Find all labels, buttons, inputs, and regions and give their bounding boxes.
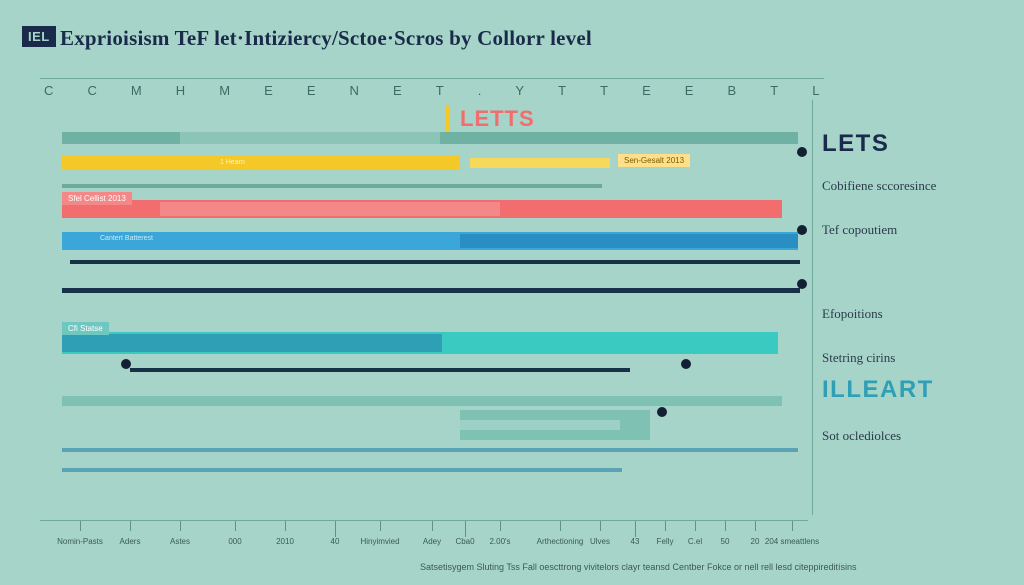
x-tick-label: 204 smeattlens — [765, 537, 819, 546]
top-axis-letter: T — [436, 83, 444, 104]
data-point — [681, 359, 691, 369]
top-axis-letter: H — [176, 83, 186, 104]
bar — [62, 184, 602, 188]
x-tick-label: 50 — [721, 537, 730, 546]
top-axis-letter: B — [728, 83, 737, 104]
top-axis-letter: T — [600, 83, 608, 104]
legend-item: Stetring cirins — [822, 350, 895, 366]
bar-tag: Sfel Cellist 2013 — [62, 192, 132, 205]
right-divider — [812, 100, 813, 515]
bar — [62, 156, 460, 170]
legend-heading: ILLEART — [822, 376, 934, 404]
bar — [460, 234, 798, 248]
x-tick — [635, 521, 636, 537]
top-axis-letter: T — [558, 83, 566, 104]
x-tick — [285, 521, 286, 531]
bar — [62, 334, 442, 352]
x-tick-label: 2.00's — [489, 537, 510, 546]
x-tick — [755, 521, 756, 531]
top-axis-letter: E — [264, 83, 273, 104]
x-tick — [725, 521, 726, 531]
top-axis-letter: L — [812, 83, 820, 104]
top-axis-letter: E — [642, 83, 651, 104]
x-tick-label: Ulves — [590, 537, 610, 546]
x-tick — [695, 521, 696, 531]
top-axis: C C M H M E E N E T. Y T T E E B T L — [40, 78, 824, 104]
top-axis-letter: T — [770, 83, 778, 104]
legend-labels: LETS Cobifiene sccoresince Tef copoutiem Ef… — [822, 112, 1012, 502]
top-axis-letter: . — [478, 83, 482, 104]
legend-item: Efopoitions — [822, 306, 883, 322]
x-tick-label: Astes — [170, 537, 190, 546]
bar-caption: Cantert Batterest — [100, 235, 153, 242]
bar — [62, 468, 622, 472]
x-tick-label: 000 — [228, 537, 241, 546]
x-tick — [235, 521, 236, 531]
top-axis-letter: M — [219, 83, 230, 104]
bar — [470, 158, 610, 168]
bottom-axis: Nomin-Pasts Aders Astes 000 2010 40 Hinyimvied… — [40, 520, 808, 560]
x-tick — [560, 521, 561, 531]
header-marker-text: LETTS — [460, 106, 535, 131]
top-axis-letter: M — [131, 83, 142, 104]
bar — [160, 202, 500, 216]
legend-heading: LETS — [822, 130, 889, 158]
x-tick-label: 43 — [631, 537, 640, 546]
data-point — [797, 279, 807, 289]
x-tick — [180, 521, 181, 531]
data-point — [657, 407, 667, 417]
bar — [70, 260, 800, 264]
legend-item: Tef copoutiem — [822, 222, 897, 238]
footer-caption: Satsetisygem Sluting Tss Fall oescttrong… — [420, 562, 857, 572]
chart-title: Exprioisism TeF let·Intiziercy/Sctoe·Scr… — [60, 26, 592, 51]
x-tick-label: 40 — [331, 537, 340, 546]
x-tick-label: Aders — [120, 537, 141, 546]
top-axis-letter: C — [44, 83, 54, 104]
x-tick — [500, 521, 501, 531]
x-tick — [80, 521, 81, 531]
data-point — [797, 225, 807, 235]
x-tick — [792, 521, 793, 531]
chart-plot: LETTS Sen-Gesalt 2013Sfel Cellist 2013Cf… — [40, 112, 808, 502]
x-tick-label: Hinyimvied — [360, 537, 399, 546]
x-tick-label: Adey — [423, 537, 441, 546]
bar — [180, 132, 440, 144]
top-axis-letter: C — [87, 83, 97, 104]
header-marker: LETTS — [446, 106, 535, 132]
x-tick-label: 2010 — [276, 537, 294, 546]
bar — [62, 396, 782, 406]
data-point — [121, 359, 131, 369]
top-axis-letter: E — [685, 83, 694, 104]
bar-caption: 1 Hearn — [220, 159, 245, 166]
top-axis-letter: E — [393, 83, 402, 104]
x-tick-label: C.el — [688, 537, 702, 546]
top-axis-letter: Y — [515, 83, 524, 104]
bar — [130, 368, 630, 372]
bar-tag: Cfi Statse — [62, 322, 109, 335]
bar — [460, 420, 620, 430]
x-tick-label: Nomin-Pasts — [57, 537, 103, 546]
x-tick — [130, 521, 131, 531]
bar — [62, 448, 798, 452]
x-tick — [600, 521, 601, 531]
data-point — [797, 147, 807, 157]
x-tick — [380, 521, 381, 531]
legend-item: Sot oclediolces — [822, 428, 901, 444]
x-tick — [465, 521, 466, 537]
x-tick — [432, 521, 433, 531]
x-tick-label: Cba0 — [455, 537, 474, 546]
x-tick-label: Felly — [657, 537, 674, 546]
x-tick-label: Arthectioning — [537, 537, 584, 546]
x-tick-label: 20 — [751, 537, 760, 546]
bar — [62, 288, 800, 293]
x-tick — [335, 521, 336, 537]
top-axis-letter: E — [307, 83, 316, 104]
top-axis-letter: N — [350, 83, 360, 104]
app-badge: IEL — [22, 26, 56, 47]
bar-tag: Sen-Gesalt 2013 — [618, 154, 690, 167]
x-tick — [665, 521, 666, 531]
legend-item: Cobifiene sccoresince — [822, 178, 936, 194]
